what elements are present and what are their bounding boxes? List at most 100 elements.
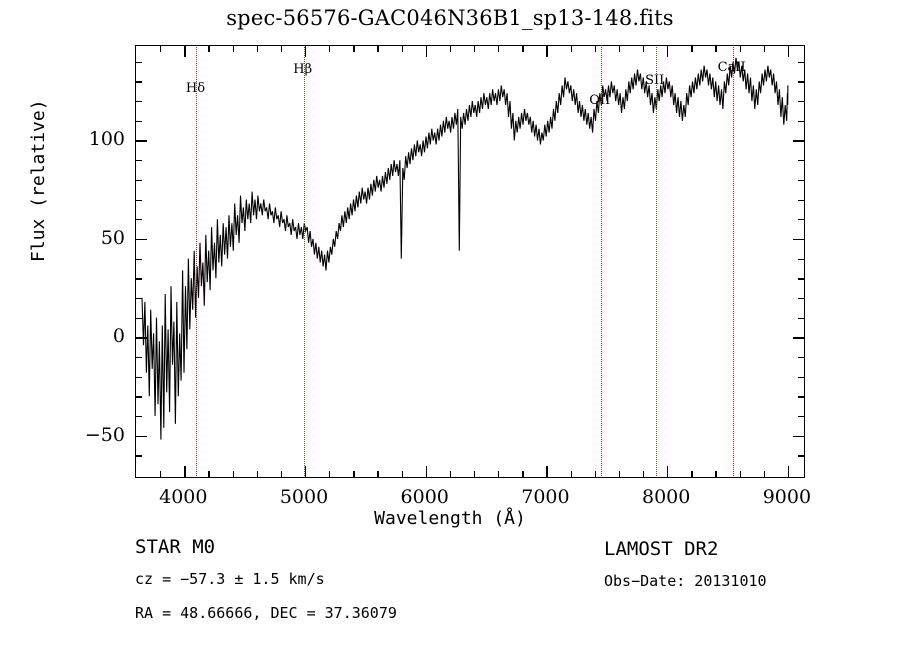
coordinates: RA = 48.66666, DEC = 37.36079: [135, 604, 397, 622]
page-title: spec-56576-GAC046N36B1_sp13-148.fits: [226, 6, 674, 30]
x-tick-top-major: [546, 46, 548, 57]
x-tick-minor: [256, 471, 259, 477]
x-tick-major: [667, 466, 669, 477]
x-tick-label: 4000: [159, 486, 208, 508]
x-tick-top-minor: [280, 46, 283, 52]
y-tick-major: [136, 337, 147, 339]
y-tick-minor: [136, 416, 142, 418]
x-tick-minor: [353, 471, 355, 477]
x-tick-major: [305, 466, 307, 477]
y-tick-minor: [136, 278, 142, 280]
y-tick-major: [136, 238, 147, 241]
x-tick-major: [184, 466, 186, 477]
x-tick-minor: [208, 471, 210, 477]
plot-frame: [135, 45, 805, 478]
survey-name: LAMOST DR2: [604, 538, 719, 560]
x-tick-major: [546, 466, 548, 477]
x-tick-top-minor: [691, 46, 693, 52]
y-tick-minor: [136, 81, 142, 83]
x-tick-label: 6000: [400, 486, 449, 508]
y-tick-minor: [136, 376, 142, 378]
line-label-CaII: CaII: [717, 60, 746, 75]
y-tick-right-minor: [798, 317, 804, 319]
y-tick-minor: [136, 396, 142, 398]
y-tick-minor: [136, 455, 142, 457]
line-label-Hdelta: Hδ: [185, 81, 206, 96]
plot-area: [136, 46, 804, 477]
x-tick-minor: [570, 471, 572, 477]
line-marker-Hbeta: [303, 47, 305, 476]
x-tick-minor: [618, 471, 621, 477]
obs-date: Obs−Date: 20131010: [604, 572, 767, 590]
x-tick-top-minor: [256, 46, 259, 52]
x-tick-minor: [377, 471, 379, 477]
x-tick-top-minor: [522, 46, 524, 52]
x-tick-top-minor: [643, 46, 645, 52]
y-tick-right-minor: [798, 278, 804, 280]
y-tick-right-minor: [798, 120, 804, 123]
y-tick-right-minor: [798, 219, 804, 221]
line-marker-SII: [655, 47, 657, 476]
x-tick-top-major: [667, 46, 669, 57]
y-tick-label: 0: [112, 325, 125, 348]
y-tick-minor: [136, 120, 142, 123]
y-tick-right-minor: [798, 61, 804, 64]
y-tick-right-minor: [798, 396, 804, 398]
x-tick-top-minor: [208, 46, 210, 52]
y-tick-minor: [136, 297, 142, 300]
y-tick-right-minor: [798, 101, 804, 103]
line-marker-CaII: [732, 47, 734, 476]
y-tick-right-major: [793, 238, 804, 241]
x-tick-top-major: [787, 46, 790, 57]
x-tick-top-minor: [570, 46, 572, 52]
y-tick-label: −50: [84, 423, 125, 446]
x-tick-minor: [522, 471, 524, 477]
y-tick-major: [136, 435, 147, 437]
x-tick-top-minor: [353, 46, 355, 52]
x-tick-label: 5000: [279, 486, 329, 508]
line-marker-OII: [600, 47, 602, 476]
y-tick-right-minor: [798, 455, 804, 457]
y-tick-right-minor: [798, 199, 804, 201]
x-tick-major: [425, 466, 428, 477]
line-label-OII: OII: [589, 93, 611, 108]
x-tick-top-major: [305, 46, 307, 57]
x-tick-minor: [474, 471, 476, 477]
x-tick-top-minor: [618, 46, 621, 52]
redshift-value: cz = −57.3 ± 1.5 km/s: [135, 570, 325, 588]
x-tick-minor: [449, 471, 452, 477]
x-tick-major: [787, 466, 790, 477]
x-tick-minor: [594, 471, 597, 477]
x-tick-top-minor: [594, 46, 597, 52]
line-marker-Hdelta: [196, 47, 198, 476]
x-tick-minor: [280, 471, 283, 477]
x-tick-top-minor: [232, 46, 234, 52]
x-tick-label: 8000: [641, 486, 691, 508]
x-tick-top-minor: [377, 46, 379, 52]
y-tick-minor: [136, 258, 142, 260]
x-tick-top-minor: [763, 46, 766, 52]
y-axis-title: Flux (relative): [28, 99, 49, 262]
y-tick-minor: [136, 61, 142, 64]
y-tick-minor: [136, 356, 142, 359]
line-label-SII: SII: [645, 73, 665, 88]
x-tick-minor: [232, 471, 234, 477]
y-tick-right-major: [793, 140, 804, 142]
x-tick-top-minor: [160, 46, 162, 52]
x-tick-top-minor: [401, 46, 403, 52]
x-tick-top-minor: [739, 46, 741, 52]
y-tick-right-minor: [798, 297, 804, 300]
y-tick-right-minor: [798, 258, 804, 260]
x-tick-label: 9000: [762, 486, 812, 508]
x-tick-top-minor: [449, 46, 452, 52]
x-tick-minor: [401, 471, 403, 477]
x-tick-minor: [643, 471, 645, 477]
x-axis-title: Wavelength (Å): [374, 508, 526, 529]
y-tick-minor: [136, 179, 142, 182]
y-tick-minor: [136, 199, 142, 201]
y-tick-right-major: [793, 435, 804, 437]
object-type: STAR M0: [135, 536, 216, 558]
y-tick-minor: [136, 160, 142, 162]
x-tick-top-major: [184, 46, 186, 57]
